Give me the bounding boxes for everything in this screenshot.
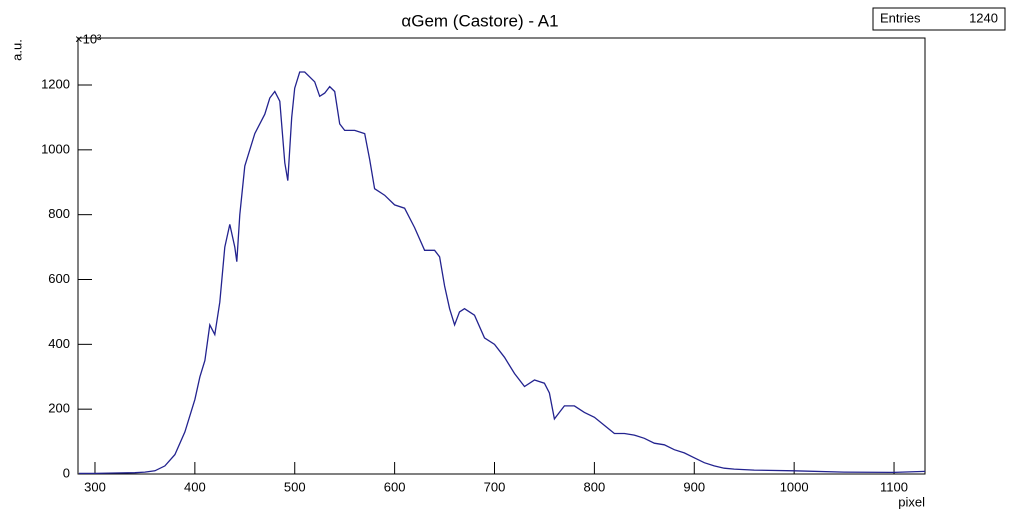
stats-box — [872, 7, 1006, 31]
x-tick-label: 1100 — [880, 479, 908, 494]
x-tick-label: 400 — [184, 479, 206, 494]
x-tick-label: 1000 — [780, 479, 809, 494]
y-tick-label: 1200 — [41, 76, 70, 91]
x-tick-label: 800 — [584, 479, 606, 494]
x-tick-label: 600 — [384, 479, 406, 494]
x-axis-label: pixel — [898, 494, 925, 509]
y-tick-label: 0 — [63, 465, 70, 480]
y-tick-label: 1000 — [41, 141, 70, 156]
stats-value: 1240 — [969, 10, 998, 25]
y-axis-label: a.u. — [9, 39, 24, 61]
data-line — [79, 71, 926, 475]
y-tick-label: 200 — [48, 401, 70, 416]
x-tick-label: 700 — [484, 479, 506, 494]
x-tick-label: 300 — [84, 479, 106, 494]
y-tick-label: 800 — [48, 206, 70, 221]
y-tick-label: 400 — [48, 336, 70, 351]
y-multiplier: ×10³ — [75, 31, 102, 46]
y-tick-label: 600 — [48, 271, 70, 286]
chart-title: αGem (Castore) - A1 — [401, 11, 558, 30]
x-tick-label: 500 — [284, 479, 306, 494]
plot-frame — [77, 37, 926, 475]
x-tick-label: 900 — [683, 479, 705, 494]
stats-label: Entries — [880, 10, 921, 25]
